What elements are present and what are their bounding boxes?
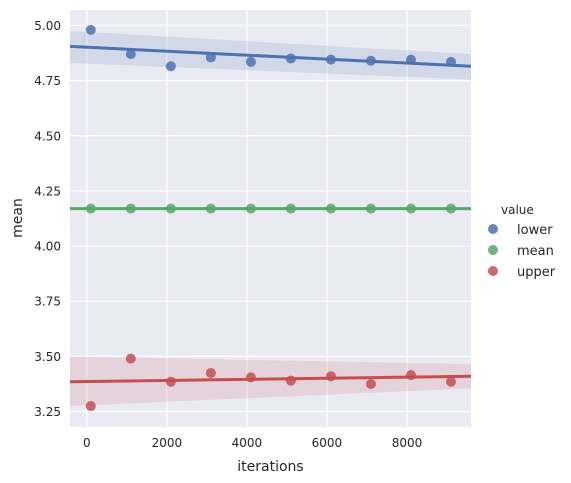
regression-line-upper: [69, 374, 472, 384]
y-axis-label: mean: [10, 198, 26, 238]
data-point-mean: [125, 203, 136, 214]
data-point-upper: [445, 376, 456, 387]
y-tick-labels: 3.25 3.50 3.75 4.00 4.25 4.50 4.75 5.00: [34, 19, 61, 419]
data-point-mean: [405, 203, 416, 214]
grid-lines: [70, 10, 471, 427]
data-point-lower: [205, 52, 216, 63]
data-point-lower: [245, 56, 256, 67]
y-tick-label: 3.50: [34, 350, 61, 364]
data-point-lower: [445, 56, 456, 67]
plot-background: [70, 10, 471, 427]
y-tick-label: 3.25: [34, 405, 61, 419]
legend-title: value: [501, 203, 534, 217]
data-point-upper: [125, 353, 136, 364]
data-point-mean: [325, 203, 336, 214]
data-point-mean: [245, 203, 256, 214]
data-point-upper: [245, 372, 256, 383]
data-point-mean: [165, 203, 176, 214]
data-point-lower: [85, 24, 96, 35]
x-axis-label: iterations: [237, 459, 303, 475]
data-point-lower: [285, 53, 296, 64]
data-point-upper: [85, 401, 96, 412]
data-point-upper: [365, 378, 376, 389]
legend-marker-lower: [488, 224, 498, 234]
data-point-mean: [85, 203, 96, 214]
x-tick-label: 8000: [392, 436, 423, 450]
data-point-upper: [205, 367, 216, 378]
y-tick-label: 5.00: [34, 19, 61, 33]
x-tick-label: 4000: [232, 436, 263, 450]
legend-label-mean: mean: [517, 244, 554, 259]
y-tick-label: 4.25: [34, 184, 61, 198]
data-point-lower: [365, 55, 376, 66]
data-point-mean: [365, 203, 376, 214]
y-tick-label: 4.50: [34, 129, 61, 143]
x-tick-label: 2000: [152, 436, 183, 450]
data-point-lower: [325, 54, 336, 65]
y-tick-label: 3.75: [34, 295, 61, 309]
data-point-mean: [205, 203, 216, 214]
x-tick-label: 6000: [312, 436, 343, 450]
legend-label-lower: lower: [517, 223, 553, 238]
data-point-upper: [405, 370, 416, 381]
y-tick-label: 4.75: [34, 74, 61, 88]
legend: value lower mean upper: [488, 203, 556, 280]
data-point-lower: [165, 61, 176, 72]
x-tick-label: 0: [83, 436, 91, 450]
data-point-upper: [325, 371, 336, 382]
data-points: [85, 24, 456, 412]
x-tick-labels: 0 2000 4000 6000 8000: [83, 436, 422, 450]
legend-marker-upper: [488, 266, 498, 276]
data-point-mean: [445, 203, 456, 214]
regression-lines: [69, 44, 472, 384]
legend-marker-mean: [488, 245, 498, 255]
legend-label-upper: upper: [517, 265, 556, 280]
data-point-lower: [405, 54, 416, 65]
regression-line-lower: [69, 44, 472, 68]
confidence-band-upper: [70, 356, 471, 407]
data-point-upper: [165, 376, 176, 387]
y-tick-label: 4.00: [34, 240, 61, 254]
data-point-lower: [125, 49, 136, 60]
data-point-upper: [285, 375, 296, 386]
data-point-mean: [285, 203, 296, 214]
